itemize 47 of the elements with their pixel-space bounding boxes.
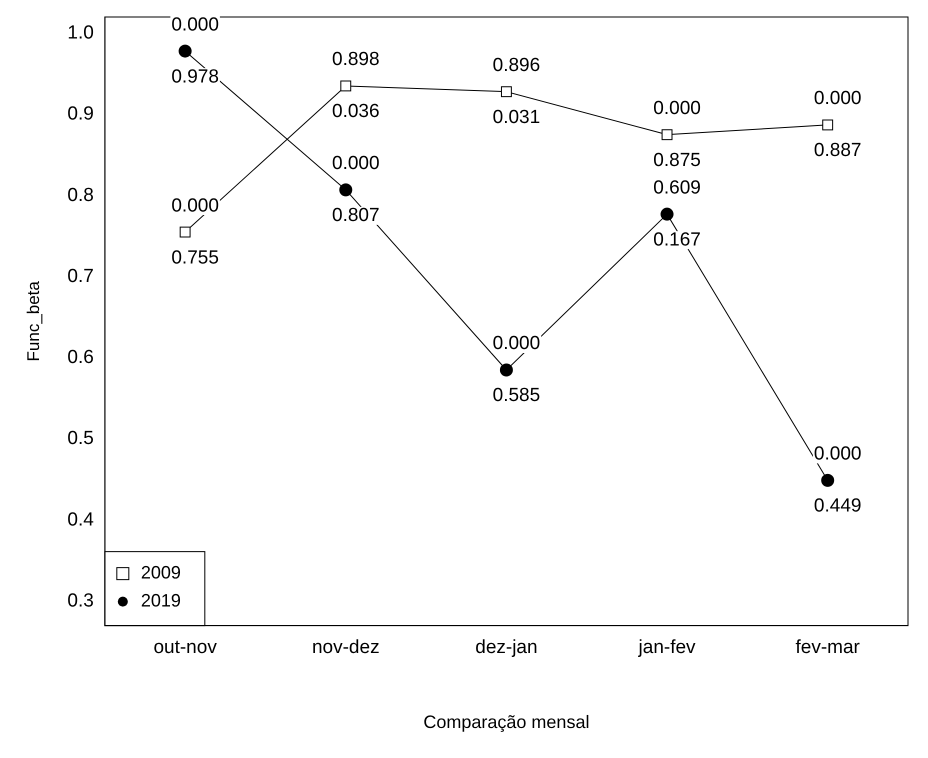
annotation: 0.000 <box>171 195 219 216</box>
point <box>821 474 834 487</box>
point <box>662 129 672 140</box>
annotation: 0.609 <box>653 177 701 198</box>
annotation: 0.585 <box>492 385 540 406</box>
annotation: 0.167 <box>653 229 701 250</box>
annotation: 0.978 <box>171 66 219 88</box>
point <box>178 44 192 58</box>
x-axis-title: Comparação mensal <box>423 712 590 732</box>
annotation: 0.896 <box>492 54 540 76</box>
annotation: 0.807 <box>332 205 380 226</box>
legend-label: 2019 <box>140 590 181 611</box>
x-tick-label: jan-fev <box>638 637 696 658</box>
annotation: 0.887 <box>814 140 862 162</box>
x-tick-label: dez-jan <box>475 637 538 658</box>
x-tick-label: out-nov <box>153 637 218 658</box>
annotation: 0.031 <box>492 106 540 128</box>
y-tick-label: 0.9 <box>67 104 94 125</box>
annotation: 0.898 <box>332 49 380 70</box>
y-tick-label: 0.8 <box>67 184 94 206</box>
annotation: 0.000 <box>814 444 862 465</box>
annotation: 0.000 <box>492 333 540 354</box>
annotation: 0.000 <box>653 98 701 119</box>
annotation: 0.000 <box>332 153 380 174</box>
point <box>660 208 674 221</box>
point <box>500 86 512 98</box>
annotation: 0.755 <box>171 247 219 268</box>
point <box>340 80 352 92</box>
annotation: 0.449 <box>814 496 862 517</box>
y-tick-label: 0.5 <box>67 428 94 450</box>
legend-label: 2009 <box>140 562 181 583</box>
y-tick-label: 0.6 <box>67 347 94 368</box>
point <box>180 226 191 238</box>
point <box>339 183 352 196</box>
y-tick-label: 0.4 <box>67 509 94 530</box>
x-tick-label: fev-mar <box>795 637 861 658</box>
y-tick-label: 1.0 <box>67 22 94 44</box>
point <box>500 363 513 376</box>
x-tick-label: nov-dez <box>312 637 380 658</box>
y-tick-label: 0.7 <box>67 266 94 287</box>
y-tick-label: 0.3 <box>67 590 94 612</box>
annotation: 0.036 <box>332 101 380 122</box>
y-axis-title: Func_beta <box>24 280 43 362</box>
annotation: 0.000 <box>171 14 219 36</box>
annotation: 0.875 <box>653 150 701 171</box>
annotation: 0.000 <box>814 88 862 110</box>
point <box>822 119 834 130</box>
